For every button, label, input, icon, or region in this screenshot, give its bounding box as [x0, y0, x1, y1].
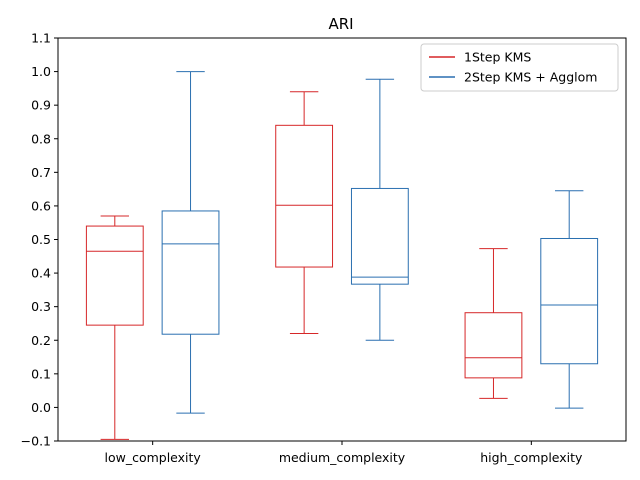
legend: 1Step KMS 2Step KMS + Agglom — [420, 43, 619, 92]
y-tick-label: 0.1 — [31, 366, 51, 381]
y-tick-label: 0.7 — [31, 165, 51, 180]
box-1-1 — [85, 215, 144, 440]
y-tick-label: 0.5 — [31, 232, 51, 247]
box-2-2 — [350, 78, 409, 341]
y-tick-label: 1.1 — [31, 31, 51, 46]
box-body — [275, 124, 334, 268]
box-body — [464, 312, 523, 379]
y-tick-label: 0.2 — [31, 333, 51, 348]
y-tick-label: 0.0 — [31, 400, 51, 415]
y-tick-label: 0.8 — [31, 131, 51, 146]
y-tick-label: 0.3 — [31, 299, 51, 314]
y-tick-label: 0.4 — [31, 266, 51, 281]
y-tick-label: 1.0 — [31, 64, 51, 79]
legend-label: 2Step KMS + Agglom — [464, 70, 597, 85]
plot-area — [57, 37, 627, 442]
x-tick-label: low_complexity — [104, 450, 201, 465]
box-1-2 — [275, 91, 334, 335]
box-body — [85, 225, 144, 326]
x-tick-label: medium_complexity — [279, 450, 406, 465]
y-tick-label: −0.1 — [21, 434, 51, 449]
y-tick-label: 0.9 — [31, 98, 51, 113]
box-1-3 — [464, 248, 523, 399]
y-axis: −0.1 0.0 0.1 0.2 0.3 0.4 0.5 0.6 0.7 0.8 0.9 1.0 1.1 — [21, 31, 58, 449]
x-axis: low_complexity medium_complexity high_comp… — [104, 441, 583, 465]
box-body — [540, 237, 599, 365]
box-body — [350, 187, 409, 285]
box-body — [161, 210, 220, 335]
box-2-1 — [161, 71, 220, 414]
y-tick-label: 0.6 — [31, 198, 51, 213]
legend-frame — [420, 43, 619, 92]
legend-label: 1Step KMS — [464, 50, 531, 65]
chart-title: ARI — [328, 15, 353, 33]
box-2-3 — [540, 190, 599, 409]
x-tick-label: high_complexity — [480, 450, 583, 465]
